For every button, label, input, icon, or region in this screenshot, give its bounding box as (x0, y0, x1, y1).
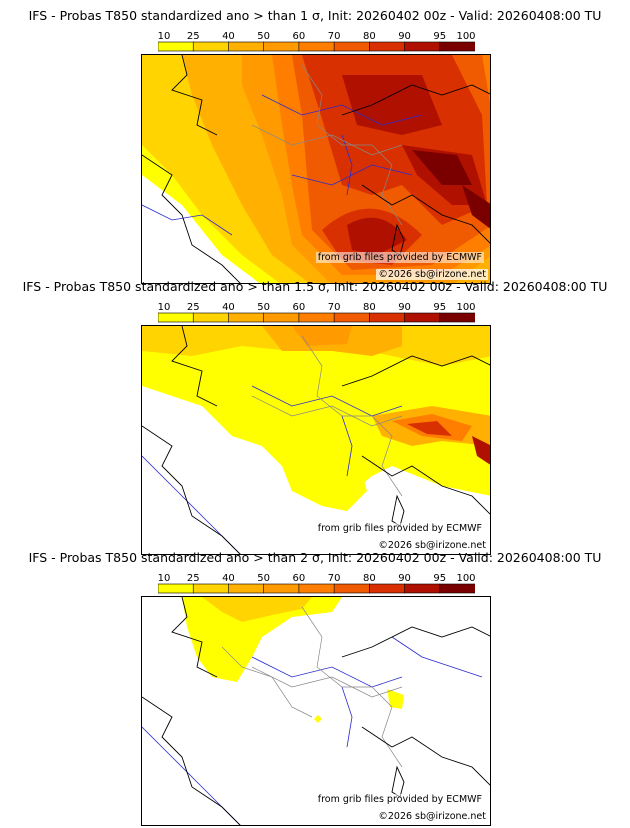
colorbar-segment (369, 312, 406, 323)
colorbar-tick-label: 50 (257, 302, 270, 313)
colorbar-tick-label: 60 (293, 31, 306, 42)
colorbar-segment (263, 312, 300, 323)
colorbar-segment (158, 583, 194, 594)
colorbar-segment (298, 312, 335, 323)
colorbar-segment (404, 583, 441, 594)
probability-map: from grib files provided by ECMWF ©2026 … (141, 596, 491, 826)
colorbar-segment (263, 583, 300, 594)
colorbar-segment (369, 41, 406, 52)
panel-title: IFS - Probas T850 standardized ano > tha… (28, 8, 602, 23)
colorbar: 10 25 40 50 60 70 80 90 95 100 (158, 302, 475, 323)
colorbar-segment (263, 41, 300, 52)
colorbar-segment (404, 41, 441, 52)
colorbar-tick-label: 90 (398, 573, 411, 584)
colorbar-segment (158, 41, 194, 52)
colorbar-segment (439, 312, 475, 323)
panel-title: IFS - Probas T850 standardized ano > tha… (22, 279, 608, 294)
colorbar-tick-label: 40 (222, 302, 235, 313)
colorbar-tick-label: 100 (456, 302, 475, 313)
colorbar-segment (228, 41, 265, 52)
colorbar-tick-label: 10 (158, 31, 170, 42)
colorbar-segment (228, 583, 265, 594)
colorbar-segment (333, 41, 370, 52)
colorbar-segment (298, 583, 335, 594)
colorbar-tick-label: 40 (222, 31, 235, 42)
colorbar-tick-label: 25 (187, 31, 200, 42)
colorbar-tick-label: 80 (363, 302, 376, 313)
colorbar-tick-label: 10 (158, 302, 170, 313)
colorbar-tick-label: 95 (433, 302, 446, 313)
colorbar-tick-label: 25 (187, 302, 200, 313)
colorbar-tick-label: 70 (328, 302, 341, 313)
colorbar-segment (333, 312, 370, 323)
source-credit: from grib files provided by ECMWF (315, 794, 484, 805)
colorbar-tick-label: 95 (433, 573, 446, 584)
colorbar-tick-label: 10 (158, 573, 170, 584)
probability-map: from grib files provided by ECMWF ©2026 … (141, 54, 491, 284)
source-credit: from grib files provided by ECMWF (315, 523, 484, 534)
colorbar-tick-label: 25 (187, 573, 200, 584)
colorbar-tick-label: 40 (222, 573, 235, 584)
colorbar-segment (158, 312, 194, 323)
source-credit: from grib files provided by ECMWF (315, 252, 484, 263)
colorbar-segment (192, 41, 230, 52)
panel-1-5sigma: IFS - Probas T850 standardized ano > tha… (0, 279, 630, 555)
colorbar-tick-label: 100 (456, 573, 475, 584)
colorbar-segment (404, 312, 441, 323)
author-credit: ©2026 sb@irizone.net (376, 811, 488, 822)
colorbar-segment (298, 41, 335, 52)
panel-2sigma: IFS - Probas T850 standardized ano > tha… (0, 550, 630, 826)
panel-1sigma: IFS - Probas T850 standardized ano > tha… (0, 8, 630, 284)
colorbar: 10 25 40 50 60 70 80 90 95 100 (158, 573, 475, 594)
colorbar-tick-label: 95 (433, 31, 446, 42)
author-credit: ©2026 sb@irizone.net (376, 269, 488, 280)
colorbar-segment (439, 583, 475, 594)
colorbar-segment (192, 583, 230, 594)
colorbar-tick-label: 100 (456, 31, 475, 42)
colorbar-tick-label: 80 (363, 573, 376, 584)
author-credit: ©2026 sb@irizone.net (376, 540, 488, 551)
colorbar-tick-label: 50 (257, 31, 270, 42)
colorbar-segment (192, 312, 230, 323)
colorbar-tick-label: 70 (328, 573, 341, 584)
colorbar-segment (439, 41, 475, 52)
colorbar: 10 25 40 50 60 70 80 90 95 100 (158, 31, 475, 52)
colorbar-tick-label: 90 (398, 302, 411, 313)
colorbar-tick-label: 80 (363, 31, 376, 42)
colorbar-segment (333, 583, 370, 594)
colorbar-tick-label: 60 (293, 302, 306, 313)
colorbar-tick-label: 70 (328, 31, 341, 42)
colorbar-tick-label: 60 (293, 573, 306, 584)
colorbar-segment (228, 312, 265, 323)
probability-map: from grib files provided by ECMWF ©2026 … (141, 325, 491, 555)
colorbar-segment (369, 583, 406, 594)
colorbar-tick-label: 50 (257, 573, 270, 584)
colorbar-tick-label: 90 (398, 31, 411, 42)
panel-title: IFS - Probas T850 standardized ano > tha… (28, 550, 602, 565)
